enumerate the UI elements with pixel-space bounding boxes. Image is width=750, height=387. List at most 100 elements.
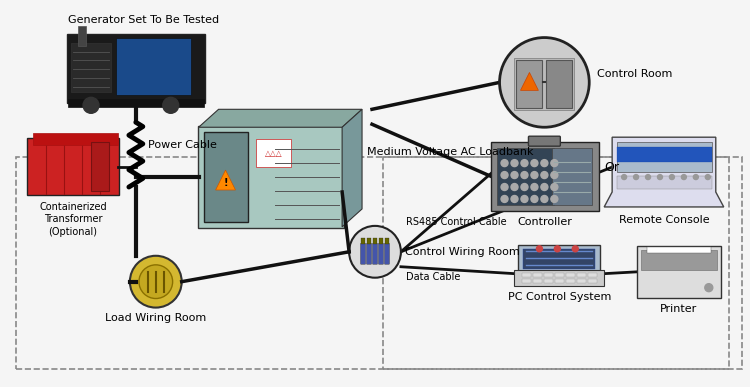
- Circle shape: [511, 195, 518, 202]
- Circle shape: [634, 175, 638, 180]
- FancyBboxPatch shape: [198, 126, 344, 228]
- FancyBboxPatch shape: [379, 238, 383, 244]
- Text: Containerized
Transformer
(Optional): Containerized Transformer (Optional): [39, 202, 107, 237]
- FancyBboxPatch shape: [566, 273, 575, 277]
- FancyBboxPatch shape: [27, 138, 119, 195]
- Circle shape: [521, 183, 528, 190]
- Circle shape: [705, 284, 712, 292]
- FancyBboxPatch shape: [578, 273, 586, 277]
- Text: Data Cable: Data Cable: [406, 272, 460, 282]
- Bar: [383, 157, 742, 369]
- FancyBboxPatch shape: [256, 139, 291, 167]
- Text: Remote Console: Remote Console: [619, 215, 710, 225]
- FancyBboxPatch shape: [203, 132, 248, 222]
- FancyBboxPatch shape: [544, 273, 554, 277]
- Circle shape: [693, 175, 698, 180]
- Circle shape: [705, 175, 710, 180]
- FancyBboxPatch shape: [33, 133, 118, 145]
- FancyBboxPatch shape: [617, 142, 712, 172]
- FancyBboxPatch shape: [544, 279, 554, 283]
- FancyBboxPatch shape: [547, 60, 572, 108]
- Text: Control Wiring Room: Control Wiring Room: [405, 247, 520, 257]
- Circle shape: [541, 171, 548, 178]
- Circle shape: [511, 171, 518, 178]
- FancyBboxPatch shape: [523, 279, 532, 283]
- Text: Load Wiring Room: Load Wiring Room: [105, 313, 206, 323]
- Polygon shape: [215, 170, 236, 190]
- FancyBboxPatch shape: [373, 238, 377, 244]
- FancyBboxPatch shape: [361, 238, 365, 244]
- Text: Generator Set To Be Tested: Generator Set To Be Tested: [68, 15, 219, 25]
- FancyBboxPatch shape: [588, 273, 597, 277]
- Text: PC Control System: PC Control System: [508, 292, 611, 301]
- Circle shape: [536, 246, 542, 252]
- Text: Printer: Printer: [660, 304, 698, 313]
- FancyBboxPatch shape: [361, 243, 365, 264]
- FancyBboxPatch shape: [116, 38, 190, 95]
- FancyBboxPatch shape: [533, 279, 542, 283]
- FancyBboxPatch shape: [647, 247, 711, 253]
- Polygon shape: [342, 109, 362, 227]
- Circle shape: [670, 175, 674, 180]
- FancyBboxPatch shape: [637, 246, 721, 298]
- FancyBboxPatch shape: [617, 147, 712, 162]
- Polygon shape: [604, 137, 724, 207]
- Circle shape: [521, 159, 528, 166]
- Circle shape: [572, 246, 578, 252]
- Circle shape: [511, 159, 518, 166]
- FancyBboxPatch shape: [496, 148, 554, 205]
- FancyBboxPatch shape: [367, 243, 371, 264]
- FancyBboxPatch shape: [385, 243, 389, 264]
- Text: Or: Or: [604, 161, 619, 174]
- FancyBboxPatch shape: [490, 142, 599, 211]
- Circle shape: [682, 175, 686, 180]
- Circle shape: [622, 175, 626, 180]
- FancyBboxPatch shape: [385, 238, 389, 244]
- Circle shape: [500, 38, 590, 127]
- Circle shape: [550, 195, 558, 202]
- Circle shape: [511, 183, 518, 190]
- Circle shape: [349, 226, 401, 278]
- Circle shape: [531, 171, 538, 178]
- FancyBboxPatch shape: [524, 249, 596, 269]
- Circle shape: [139, 265, 172, 298]
- FancyBboxPatch shape: [588, 279, 597, 283]
- Circle shape: [531, 159, 538, 166]
- Circle shape: [501, 183, 508, 190]
- FancyBboxPatch shape: [514, 58, 574, 110]
- FancyBboxPatch shape: [641, 250, 717, 270]
- FancyBboxPatch shape: [533, 273, 542, 277]
- Circle shape: [658, 175, 662, 180]
- Circle shape: [521, 171, 528, 178]
- FancyBboxPatch shape: [379, 243, 383, 264]
- Circle shape: [501, 171, 508, 178]
- Circle shape: [541, 183, 548, 190]
- Text: !: !: [224, 178, 228, 188]
- FancyBboxPatch shape: [578, 279, 586, 283]
- Text: △△△: △△△: [265, 149, 282, 158]
- Circle shape: [83, 98, 99, 113]
- Circle shape: [521, 195, 528, 202]
- Bar: [16, 157, 729, 369]
- Circle shape: [646, 175, 650, 180]
- FancyBboxPatch shape: [529, 136, 560, 146]
- Text: Control Room: Control Room: [597, 69, 673, 79]
- FancyBboxPatch shape: [373, 243, 377, 264]
- FancyBboxPatch shape: [514, 270, 604, 286]
- Text: RS485 Control Cable: RS485 Control Cable: [406, 217, 506, 227]
- FancyBboxPatch shape: [68, 99, 203, 107]
- FancyBboxPatch shape: [78, 26, 86, 46]
- Circle shape: [531, 183, 538, 190]
- Circle shape: [163, 98, 178, 113]
- FancyBboxPatch shape: [555, 279, 564, 283]
- Circle shape: [541, 195, 548, 202]
- Circle shape: [130, 256, 182, 308]
- FancyBboxPatch shape: [617, 176, 712, 189]
- Text: Controller: Controller: [517, 217, 572, 227]
- Circle shape: [541, 159, 548, 166]
- FancyBboxPatch shape: [367, 238, 371, 244]
- Text: Power Cable: Power Cable: [148, 140, 217, 150]
- Circle shape: [531, 195, 538, 202]
- FancyBboxPatch shape: [566, 279, 575, 283]
- Circle shape: [554, 246, 560, 252]
